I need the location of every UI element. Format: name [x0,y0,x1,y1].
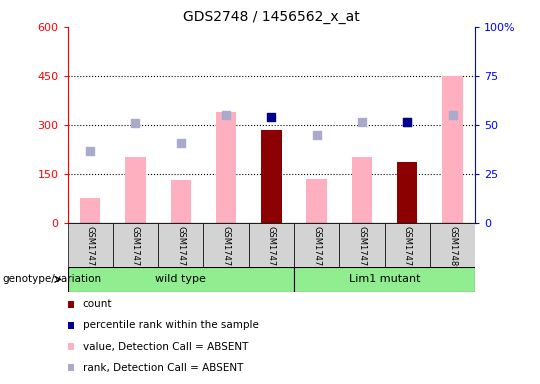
Text: count: count [83,299,112,310]
Bar [68,267,294,292]
Text: GSM174758: GSM174758 [131,226,140,277]
Text: GSM174764: GSM174764 [403,226,412,277]
Text: Lim1 mutant: Lim1 mutant [349,274,420,285]
Bar [125,157,146,223]
Point [86,148,94,154]
Text: GSM174763: GSM174763 [357,226,367,277]
Point [222,112,231,118]
Point [403,118,411,124]
Text: GSM174759: GSM174759 [176,226,185,277]
Point [131,120,140,126]
Bar [171,180,191,223]
Point [448,112,457,118]
Bar [249,223,294,267]
Point [403,118,411,124]
Point [312,131,321,138]
Text: percentile rank within the sample: percentile rank within the sample [83,320,258,331]
Point [267,114,276,120]
Bar [68,223,113,267]
Bar [307,179,327,223]
Text: GSM174761: GSM174761 [267,226,276,277]
Bar [158,223,204,267]
Bar [352,157,372,223]
Text: GSM174762: GSM174762 [312,226,321,277]
Title: GDS2748 / 1456562_x_at: GDS2748 / 1456562_x_at [183,10,360,25]
Text: GSM174760: GSM174760 [221,226,231,277]
Bar [204,223,249,267]
Bar [442,76,463,223]
Point [177,140,185,146]
Text: value, Detection Call = ABSENT: value, Detection Call = ABSENT [83,341,248,352]
Bar [339,223,384,267]
Text: rank, Detection Call = ABSENT: rank, Detection Call = ABSENT [83,362,243,373]
Bar [397,162,417,223]
Bar [113,223,158,267]
Bar [294,223,339,267]
Bar [294,267,475,292]
Text: wild type: wild type [156,274,206,285]
Bar [384,223,430,267]
Text: genotype/variation: genotype/variation [3,274,102,285]
Bar [430,223,475,267]
Bar [216,112,236,223]
Bar [80,198,100,223]
Text: GSM174891: GSM174891 [448,226,457,277]
Point [357,118,366,124]
Bar [261,130,281,223]
Text: GSM174757: GSM174757 [86,226,94,277]
